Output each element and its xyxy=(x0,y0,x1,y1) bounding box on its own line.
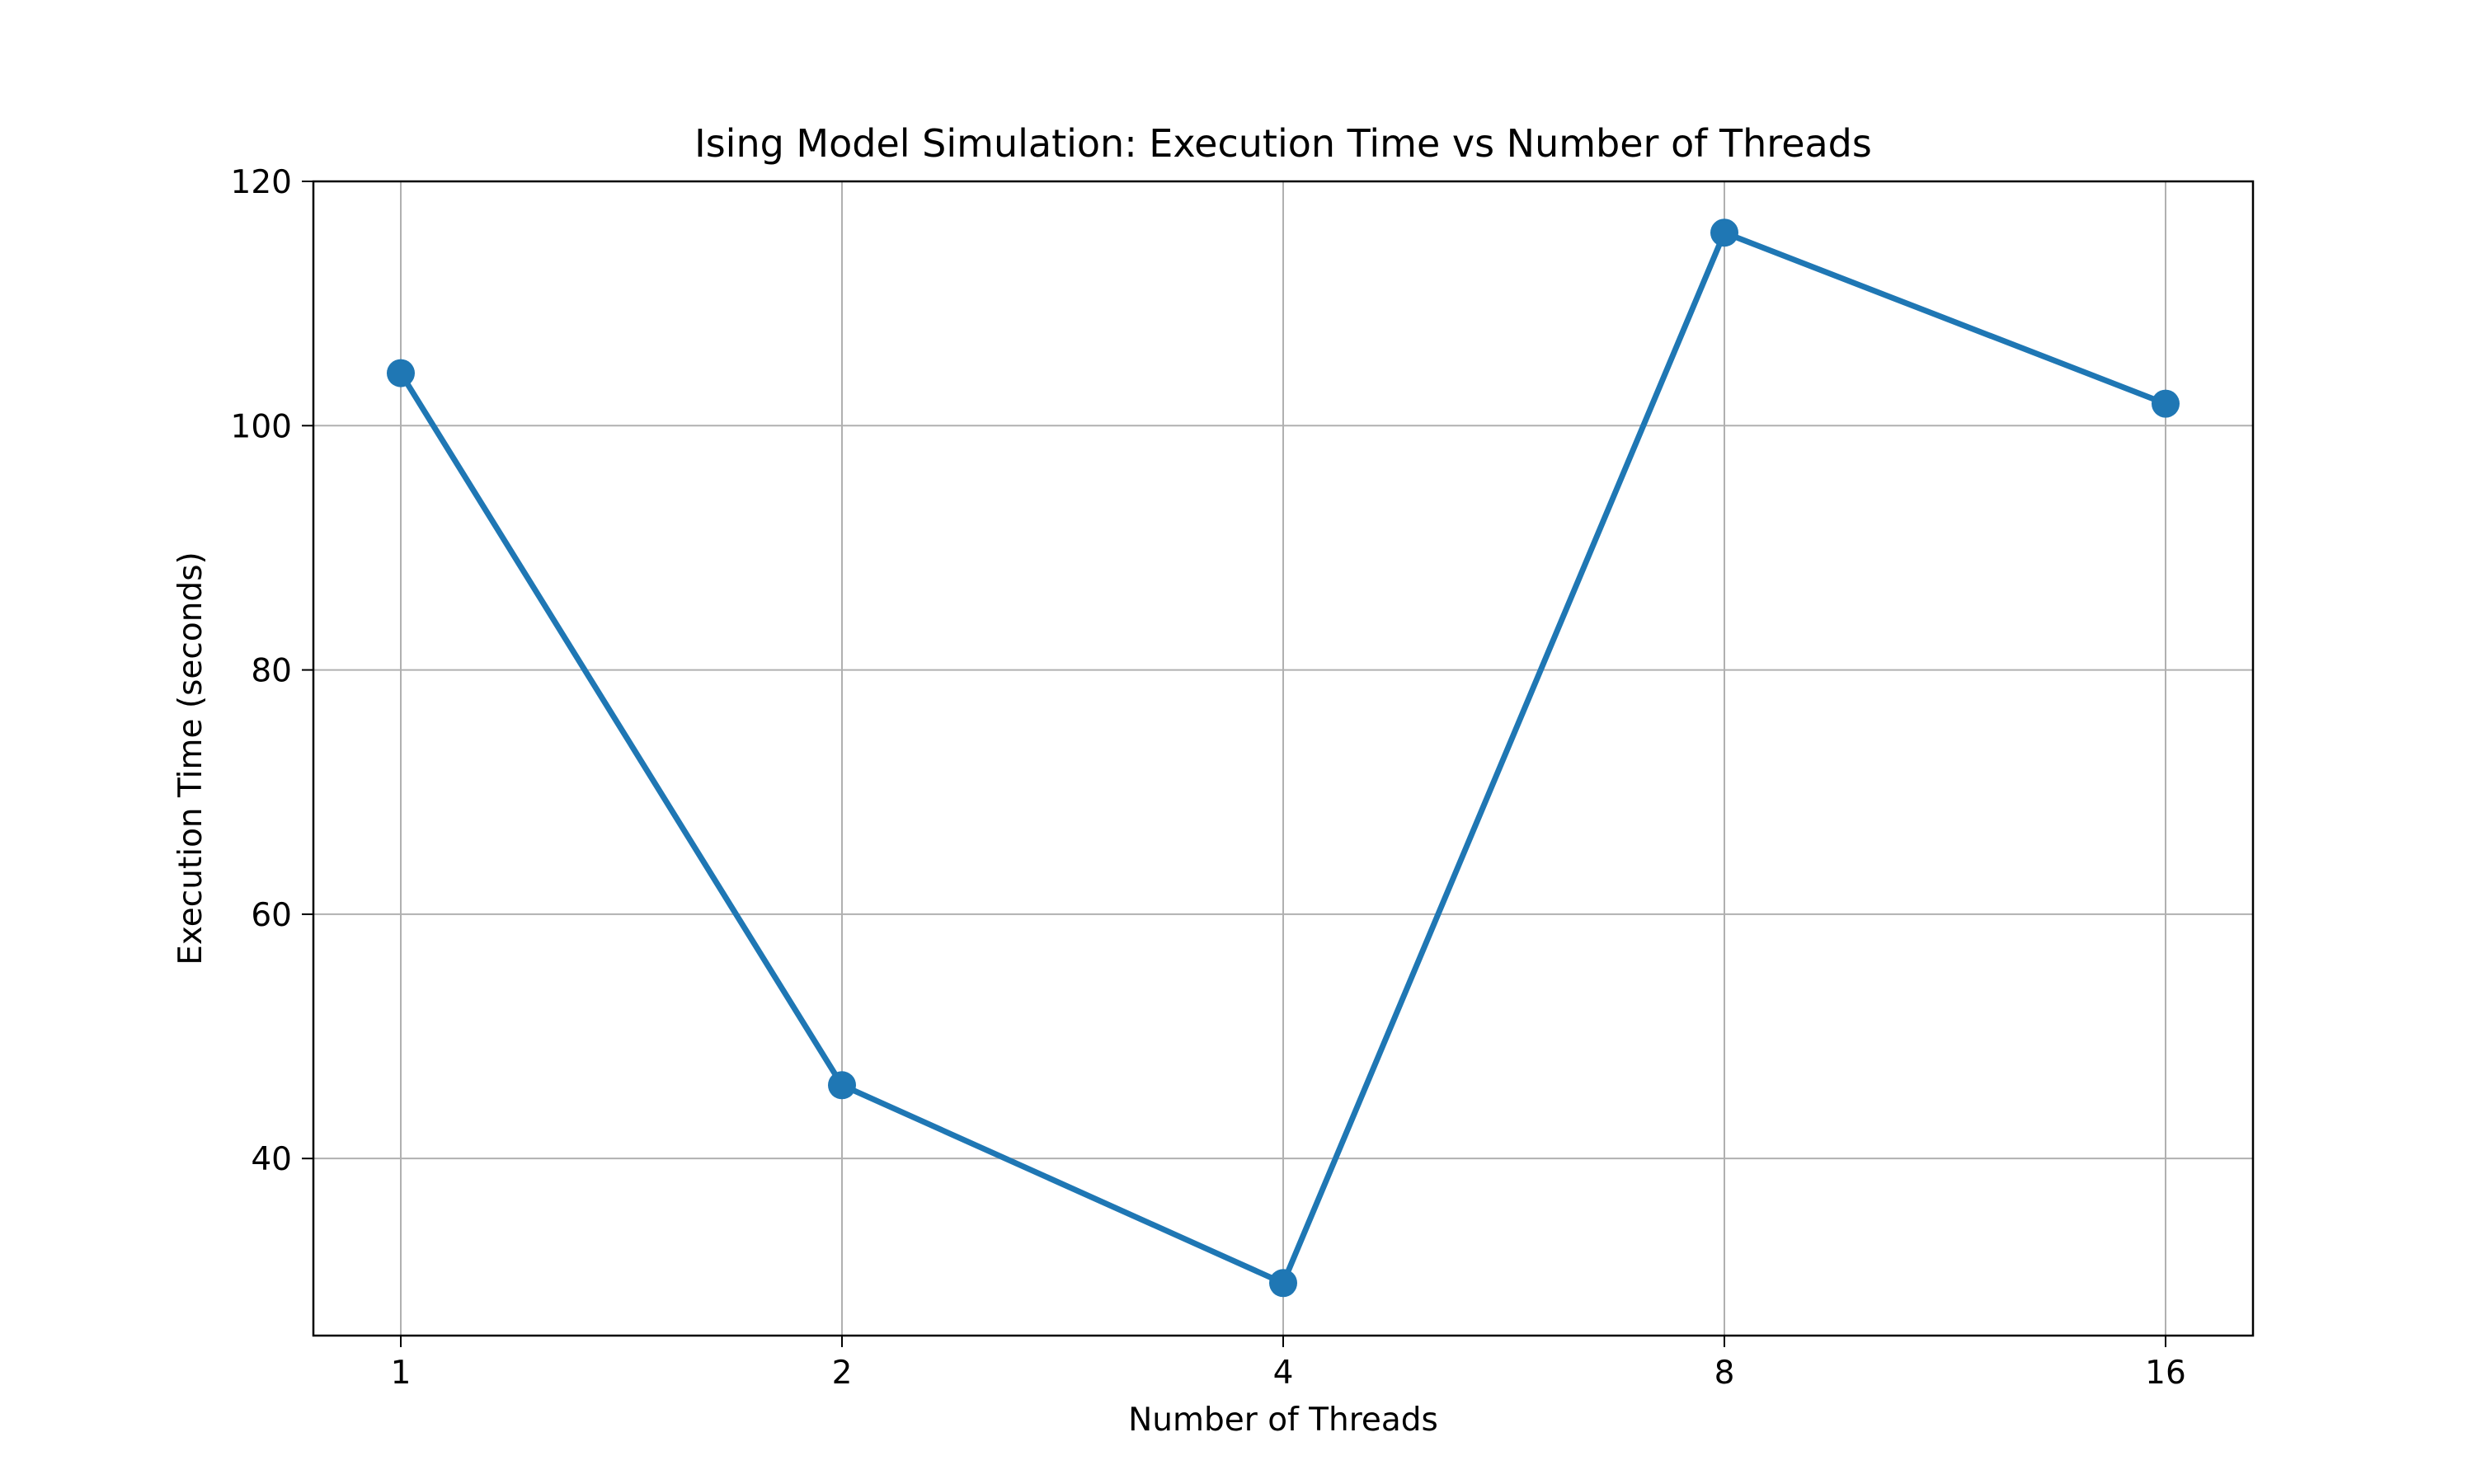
x-tick-label: 8 xyxy=(1714,1355,1735,1392)
x-tick-label: 2 xyxy=(832,1355,853,1392)
grid-lines xyxy=(313,181,2253,1336)
x-tick-label: 4 xyxy=(1273,1355,1294,1392)
y-tick-label: 120 xyxy=(231,164,292,201)
axis-ticks: 1 2 4 8 16 40 60 80 100 120 xyxy=(231,164,2186,1392)
y-tick-label: 80 xyxy=(251,653,292,690)
data-point xyxy=(2152,389,2180,418)
data-point xyxy=(387,359,415,387)
y-tick-label: 40 xyxy=(251,1141,292,1178)
y-tick-label: 100 xyxy=(231,408,292,445)
y-axis-label: Execution Time (seconds) xyxy=(172,552,209,965)
data-point xyxy=(1710,218,1738,247)
data-point xyxy=(828,1071,856,1100)
y-tick-label: 60 xyxy=(251,897,292,934)
x-tick-label: 1 xyxy=(391,1355,412,1392)
series-layer xyxy=(387,218,2180,1298)
data-point xyxy=(1269,1269,1297,1298)
chart-title: Ising Model Simulation: Execution Time v… xyxy=(694,121,1872,166)
x-axis-label: Number of Threads xyxy=(1128,1402,1438,1439)
x-tick-label: 16 xyxy=(2145,1355,2186,1392)
